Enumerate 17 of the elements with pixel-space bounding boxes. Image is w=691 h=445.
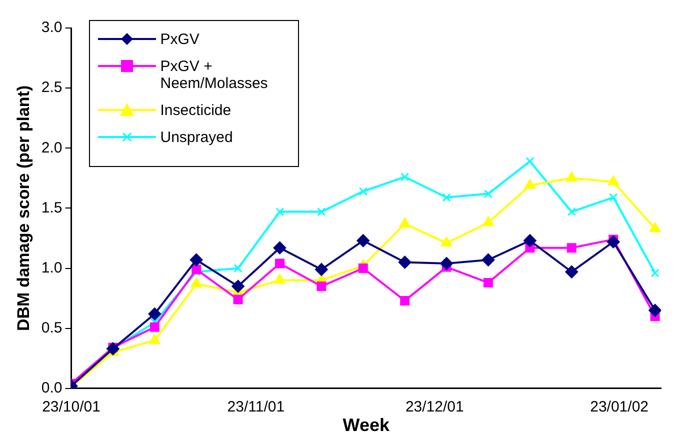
y-tick-label: 0.0 — [41, 380, 62, 397]
x-tick-label: 23/01/02 — [590, 398, 648, 416]
legend-label: Insecticide — [160, 102, 232, 119]
y-axis-title: DBM damage score (per plant) — [14, 85, 33, 332]
y-tick-label: 1.5 — [41, 199, 62, 216]
y-tick-label: 2.5 — [41, 79, 62, 96]
y-tick-label: 0.5 — [41, 319, 62, 336]
x-tick-label: 23/12/01 — [405, 398, 464, 416]
legend-label: PxGV — [160, 31, 200, 48]
legend-label: PxGV + Neem/Molasses — [160, 58, 269, 92]
x-tick-label: 23/10/01 — [42, 398, 100, 416]
x-tick-label: 23/11/01 — [227, 398, 285, 416]
y-tick-label: 2.0 — [41, 139, 62, 156]
legend-label: Unsprayed — [160, 129, 233, 146]
y-tick-label: 1.0 — [41, 259, 62, 276]
y-tick-label: 3.0 — [41, 19, 62, 36]
x-axis-title: Week — [342, 415, 390, 436]
